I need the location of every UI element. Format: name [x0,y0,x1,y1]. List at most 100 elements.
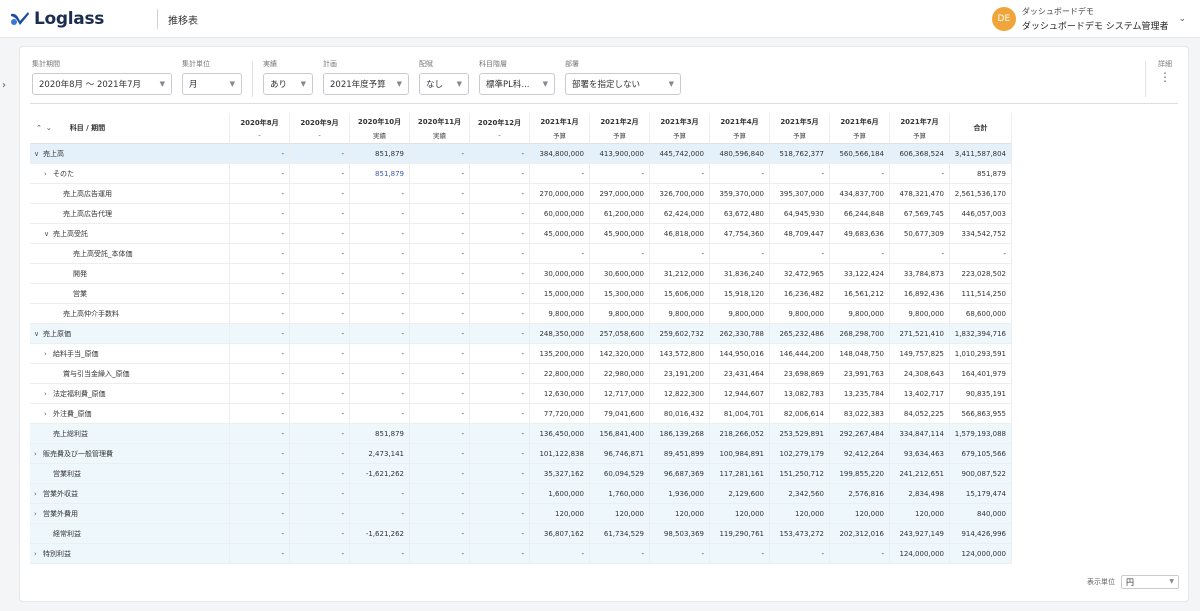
value-cell: - [830,544,890,564]
value-cell: - [470,284,530,304]
table-row[interactable]: 売上高仲介手数料 - - - - -9,800,000 9,800,000 9,800,000… [30,304,1012,324]
logo[interactable]: Loglass [10,9,104,29]
row-label-text: そのた [53,169,74,178]
row-label[interactable]: › 給料手当_原価 [30,344,230,364]
filter-actual[interactable]: 実績 あり ▼ [263,59,313,95]
value-cell: - [230,444,290,464]
value-cell: 384,800,000 [530,144,590,164]
value-cell: 186,139,268 [650,424,710,444]
chevron-down-icon[interactable]: ∨ [34,329,40,338]
table-row[interactable]: › 外注費_原価 - - - - -77,720,000 79,041,600 80,016,4… [30,404,1012,424]
department-select[interactable]: 部署を指定しない ▼ [565,73,681,95]
row-label: 売上高広告代理 [30,204,230,224]
table-row[interactable]: › そのた - -851,879- - - - - - - - -851,879 [30,164,1012,184]
table-row[interactable]: 売上総利益 - -851,879- -136,450,000 156,841,400 18… [30,424,1012,444]
select-value: 円 [1126,577,1134,587]
value-cell: - [290,144,350,164]
table-row[interactable]: 売上高受託_本体価 - - - - - - - - - - - - - [30,244,1012,264]
sidebar-toggle-chevron-right-icon[interactable]: › [2,80,6,91]
select-value: なし [426,80,444,90]
table-row[interactable]: › 営業外収益 - - - - -1,600,000 1,760,000 1,936,000 2,… [30,484,1012,504]
filter-account-hierarchy[interactable]: 科目階層 標準PL科... ▼ [479,59,555,95]
value-cell: 80,016,432 [650,404,710,424]
chevron-right-icon[interactable]: › [34,509,37,518]
chevron-down-icon[interactable]: ∨ [34,149,40,158]
table-row[interactable]: 売上高広告代理 - - - - -60,000,000 61,200,000 62,424,0… [30,204,1012,224]
value-cell: 12,630,000 [530,384,590,404]
table-row[interactable]: › 販売費及び一般管理費 - -2,473,141- -101,122,838 96,74… [30,444,1012,464]
column-header: 2020年11月 実績 [410,113,470,144]
chevron-down-icon[interactable]: ⌄ [1178,14,1186,24]
table-row[interactable]: 賞与引当金繰入_原価 - - - - -22,800,000 22,980,000 23,19… [30,364,1012,384]
chevron-right-icon[interactable]: › [44,389,47,398]
row-label[interactable]: ∨ 売上高受託 [30,224,230,244]
user-menu[interactable]: DE ダッシュボードデモ ダッシュボードデモ システム管理者 ⌄ [991,6,1186,32]
table-row[interactable]: ∨ 売上高 - -851,879- -384,800,000 413,900,000 445… [30,144,1012,164]
table-row[interactable]: ∨ 売上高受託 - - - - -45,000,000 45,900,000 46,818,00… [30,224,1012,244]
value-cell: - [350,384,410,404]
chevron-right-icon[interactable]: › [34,549,37,558]
chevron-right-icon[interactable]: › [34,449,37,458]
table-row[interactable]: 営業 - - - - -15,000,000 15,300,000 15,606,000 15,… [30,284,1012,304]
filter-label: 配賦 [419,60,433,68]
row-label[interactable]: › 営業外収益 [30,484,230,504]
table-header: ⌃⌄ 科目 / 期間 2020年8月 -2020年9月 -2020年10月 実績 202… [30,113,1012,144]
value-cell: 60,000,000 [530,204,590,224]
unit-select[interactable]: 月 ▼ [182,73,242,95]
filter-plan[interactable]: 計画 2021年度予算 ▼ [323,59,409,95]
account-hierarchy-select[interactable]: 標準PL科... ▼ [479,73,555,95]
row-label[interactable]: › 外注費_原価 [30,404,230,424]
table-row[interactable]: 売上高広告運用 - - - - -270,000,000 297,000,000 326,70… [30,184,1012,204]
filter-unit[interactable]: 集計単位 月 ▼ [182,59,242,95]
row-label[interactable]: › そのた [30,164,230,184]
table-row[interactable]: 開発 - - - - -30,000,000 30,600,000 31,212,000 31,… [30,264,1012,284]
value-cell: 13,235,784 [830,384,890,404]
value-cell: 49,683,636 [830,224,890,244]
table-row[interactable]: › 営業外費用 - - - - -120,000 120,000 120,000 120,000 1… [30,504,1012,524]
row-label[interactable]: › 営業外費用 [30,504,230,524]
value-cell: 2,342,560 [770,484,830,504]
value-cell: - [350,324,410,344]
row-label[interactable]: ∨ 売上原価 [30,324,230,344]
detail-menu[interactable]: 詳細 ⋮ [1158,59,1172,84]
table-row[interactable]: › 法定福利費_原価 - - - - -12,630,000 12,717,000 12,822… [30,384,1012,404]
table-row[interactable]: 営業利益 - - -1,621,262- -35,327,162 60,094,529 96… [30,464,1012,484]
table-row[interactable]: › 給料手当_原価 - - - - -135,200,000 142,320,000 143,5… [30,344,1012,364]
value-cell: - [290,484,350,504]
table-row[interactable]: › 特別利益 - - - - - - - - - - -124,000,000 124,000,000 [30,544,1012,564]
display-unit-select[interactable]: 円 ▼ [1121,575,1179,589]
plan-select[interactable]: 2021年度予算 ▼ [323,73,409,95]
value-cell: 9,800,000 [830,304,890,324]
filter-period[interactable]: 集計期間 2020年8月 〜 2021年7月 ▼ [32,59,172,95]
row-label[interactable]: › 販売費及び一般管理費 [30,444,230,464]
table-row[interactable]: ∨ 売上原価 - - - - -248,350,000 257,058,600 259,602,… [30,324,1012,344]
value-cell: 202,312,016 [830,524,890,544]
filter-department[interactable]: 部署 部署を指定しない ▼ [565,59,681,95]
value-cell: - [410,364,470,384]
period-select[interactable]: 2020年8月 〜 2021年7月 ▼ [32,73,172,95]
table-row[interactable]: 経常利益 - - -1,621,262- -36,807,162 61,734,529 98… [30,524,1012,544]
allocation-select[interactable]: なし ▼ [419,73,469,95]
value-cell: 851,879 [350,424,410,444]
row-label[interactable]: ∨ 売上高 [30,144,230,164]
select-value: あり [270,80,288,90]
filter-allocation[interactable]: 配賦 なし ▼ [419,59,469,95]
actual-select[interactable]: あり ▼ [263,73,313,95]
expand-collapse-all-icon[interactable]: ⌃⌄ [36,124,56,132]
row-label[interactable]: › 法定福利費_原価 [30,384,230,404]
total-cell: 1,579,193,088 [950,424,1012,444]
page-title: 推移表 [168,16,198,27]
chevron-right-icon[interactable]: › [44,169,47,178]
chevron-right-icon[interactable]: › [44,349,47,358]
row-label: 売上総利益 [30,424,230,444]
chevron-right-icon[interactable]: › [44,409,47,418]
chevron-right-icon[interactable]: › [34,489,37,498]
select-value: 部署を指定しない [572,80,641,90]
chevron-down-icon[interactable]: ∨ [44,229,50,238]
display-unit: 表示単位 円 ▼ [1087,575,1179,589]
more-vertical-icon[interactable]: ⋮ [1159,70,1171,84]
total-cell: 840,000 [950,504,1012,524]
value-cell: - [470,304,530,324]
top-bar: Loglass 推移表 DE ダッシュボードデモ ダッシュボードデモ システム管… [0,0,1200,38]
row-label[interactable]: › 特別利益 [30,544,230,564]
